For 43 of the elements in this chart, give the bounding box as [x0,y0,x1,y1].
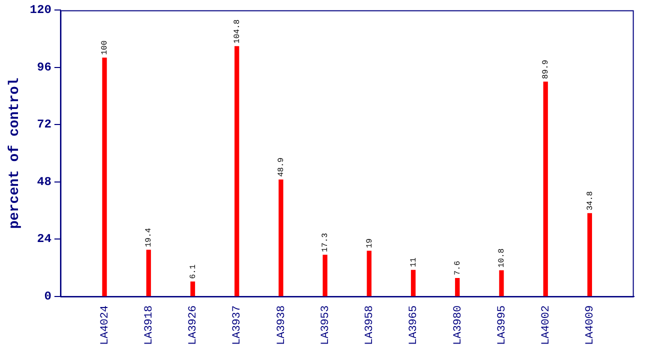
bar [410,270,416,296]
bar [366,250,372,296]
bar [234,46,240,296]
x-tick-label: LA3980 [452,305,464,346]
y-tick-label: 96 [36,60,52,74]
data-label: 19.4 [144,228,154,248]
x-tick-label: LA4002 [540,305,552,346]
y-axis-title: percent of control [6,78,23,229]
y-tick-label: 48 [36,174,52,189]
data-label: 104.8 [232,19,242,44]
bar [146,250,151,296]
x-tick-label: LA3953 [320,305,332,346]
data-label: 100 [100,40,110,55]
bar [102,58,107,296]
bar [455,278,460,296]
x-tick-label: LA4009 [584,305,597,346]
data-label: 7.6 [453,260,462,276]
bar [499,270,504,296]
y-tick-label: 0 [44,289,52,304]
bar [190,282,196,296]
data-label: 89.9 [542,60,551,79]
x-tick-label: LA4024 [99,305,112,346]
x-tick-label: LA3965 [408,305,420,346]
x-tick-label: LA3958 [364,305,376,346]
data-label: 34.8 [586,190,595,210]
y-tick-label: 24 [36,232,52,246]
bar [322,254,328,296]
data-label: 11 [409,257,418,268]
data-label: 17.3 [321,232,330,252]
data-label: 19 [365,238,374,248]
x-tick-label: LA3926 [188,305,200,346]
x-tick-label: LA3937 [232,305,244,346]
bar [543,82,548,296]
bar [278,179,284,296]
data-label: 48.9 [277,157,286,177]
x-tick-label: LA3995 [496,305,508,346]
bar [587,213,592,296]
y-tick-label: 72 [36,118,52,132]
data-label: 10.8 [498,248,507,268]
y-tick-label: 120 [30,3,52,18]
x-tick-label: LA3938 [276,305,288,346]
x-tick-label: LA3918 [144,305,156,346]
data-label: 6.1 [188,264,198,279]
